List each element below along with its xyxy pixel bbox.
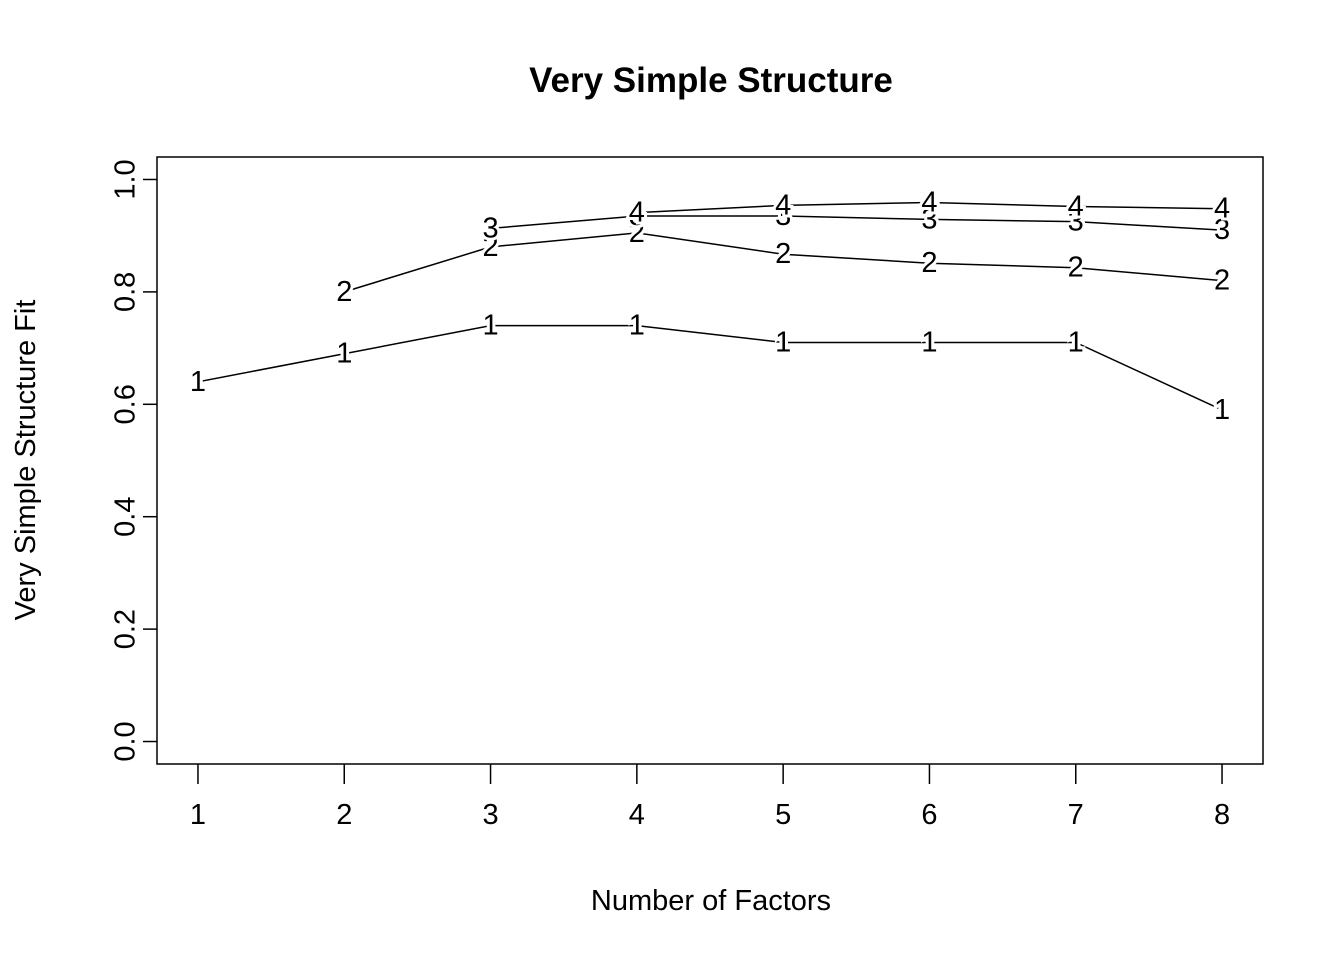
x-tick-label: 5 [775,799,791,831]
point-marker: 1 [1214,394,1230,426]
series-line [197,324,1223,411]
point-marker: 1 [336,338,352,370]
point-marker: 1 [775,326,791,358]
point-marker: 1 [190,366,206,398]
point-marker: 1 [629,310,645,342]
series-line [636,201,1223,214]
x-tick-label: 1 [190,799,206,831]
point-marker: 2 [1214,265,1230,297]
point-marker: 2 [1068,252,1084,284]
point-marker: 3 [775,200,791,232]
point-marker: 3 [1068,206,1084,238]
point-marker: 3 [629,200,645,232]
x-tick-label: 4 [629,799,645,831]
point-marker: 2 [775,238,791,270]
series-line [344,232,1223,293]
y-tick-label: 0.4 [110,497,142,537]
y-tick-label: 0.0 [110,721,142,761]
plot-frame [156,156,1264,765]
point-marker: 2 [921,247,937,279]
point-marker: 3 [1214,214,1230,246]
x-tick-label: 3 [482,799,498,831]
point-marker: 4 [921,187,937,219]
x-tick-label: 7 [1068,799,1084,831]
y-axis-label: Very Simple Structure Fit [10,300,42,621]
y-tick-label: 0.6 [110,384,142,424]
series-line [490,215,1223,231]
point-marker: 4 [775,189,791,221]
point-marker: 3 [482,212,498,244]
x-tick-label: 2 [336,799,352,831]
point-marker: 1 [482,310,498,342]
x-tick-label: 8 [1214,799,1230,831]
x-axis-label: Number of Factors [591,885,831,917]
point-marker: 2 [336,276,352,308]
point-marker: 2 [629,217,645,249]
chart-title: Very Simple Structure [529,61,893,100]
point-marker: 1 [1068,326,1084,358]
y-tick-label: 0.8 [110,272,142,312]
point-marker: 4 [1068,190,1084,222]
point-marker: 2 [482,231,498,263]
y-tick-label: 0.2 [110,609,142,649]
y-tick-label: 1.0 [110,159,142,199]
point-marker: 3 [921,203,937,235]
point-marker: 4 [1214,193,1230,225]
point-marker: 1 [921,326,937,358]
x-tick-label: 6 [921,799,937,831]
point-marker: 4 [629,197,645,229]
